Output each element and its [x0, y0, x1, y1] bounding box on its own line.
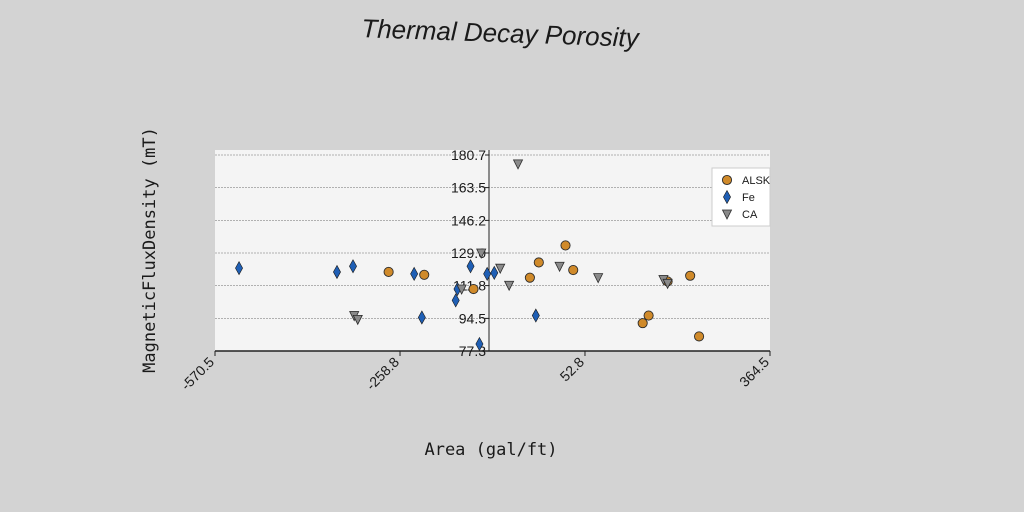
point-ca: [476, 248, 487, 259]
point-alsk: [383, 266, 394, 278]
point-ca: [554, 261, 565, 273]
point-fe: [235, 261, 243, 276]
y-tick-label: 163.5: [451, 180, 486, 196]
legend-marker-ca: [721, 209, 733, 220]
point-ca: [352, 314, 363, 326]
plot-area: -570.5 -258.8 52.8 364.5 77.394.5111.8129.0…: [178, 147, 773, 393]
point-ca: [593, 273, 604, 284]
legend: ALSK Fe CA: [711, 167, 771, 227]
x-tick-label: 364.5: [736, 354, 772, 390]
legend-marker-alsk: [721, 174, 733, 186]
point-fe: [417, 310, 426, 325]
point-fe: [466, 259, 475, 274]
point-ca: [495, 263, 506, 275]
y-axis-label: MagneticFluxDensity (mT): [140, 127, 160, 373]
x-axis-label: Area (gal/ft): [424, 440, 558, 460]
point-ca: [662, 278, 673, 290]
point-alsk: [524, 272, 535, 283]
plot-background: [215, 150, 770, 351]
point-fe: [451, 293, 460, 308]
y-tick-label: 180.7: [451, 147, 486, 163]
point-alsk: [468, 283, 479, 295]
point-fe: [531, 308, 540, 323]
point-alsk: [694, 331, 705, 342]
point-alsk: [637, 318, 648, 329]
point-fe: [483, 266, 492, 281]
legend-label-alsk: ALSK: [742, 175, 771, 187]
point-alsk: [419, 269, 430, 280]
point-alsk: [560, 240, 571, 251]
legend-label-ca: CA: [742, 209, 758, 221]
point-fe: [349, 259, 357, 274]
y-tick-label: 146.2: [451, 212, 486, 228]
point-fe: [410, 266, 419, 281]
point-ca: [512, 159, 524, 170]
x-tick-label: 52.8: [557, 354, 588, 385]
point-alsk: [533, 257, 544, 268]
point-alsk: [568, 265, 579, 276]
point-ca: [503, 280, 515, 292]
point-fe: [475, 336, 484, 352]
grid-lines: [215, 154, 770, 319]
y-tick-label: 94.5: [459, 310, 486, 326]
point-fe: [333, 264, 341, 280]
point-alsk: [685, 270, 696, 281]
point-ca: [456, 284, 467, 295]
legend-marker-fe: [723, 189, 731, 205]
legend-label-fe: Fe: [742, 192, 755, 204]
legend-box: [711, 167, 771, 227]
data-markers: [235, 159, 705, 352]
point-fe: [490, 265, 499, 281]
x-tick-label: -258.8: [363, 354, 403, 394]
point-alsk: [643, 310, 654, 321]
x-tick-label: -570.5: [178, 354, 218, 394]
